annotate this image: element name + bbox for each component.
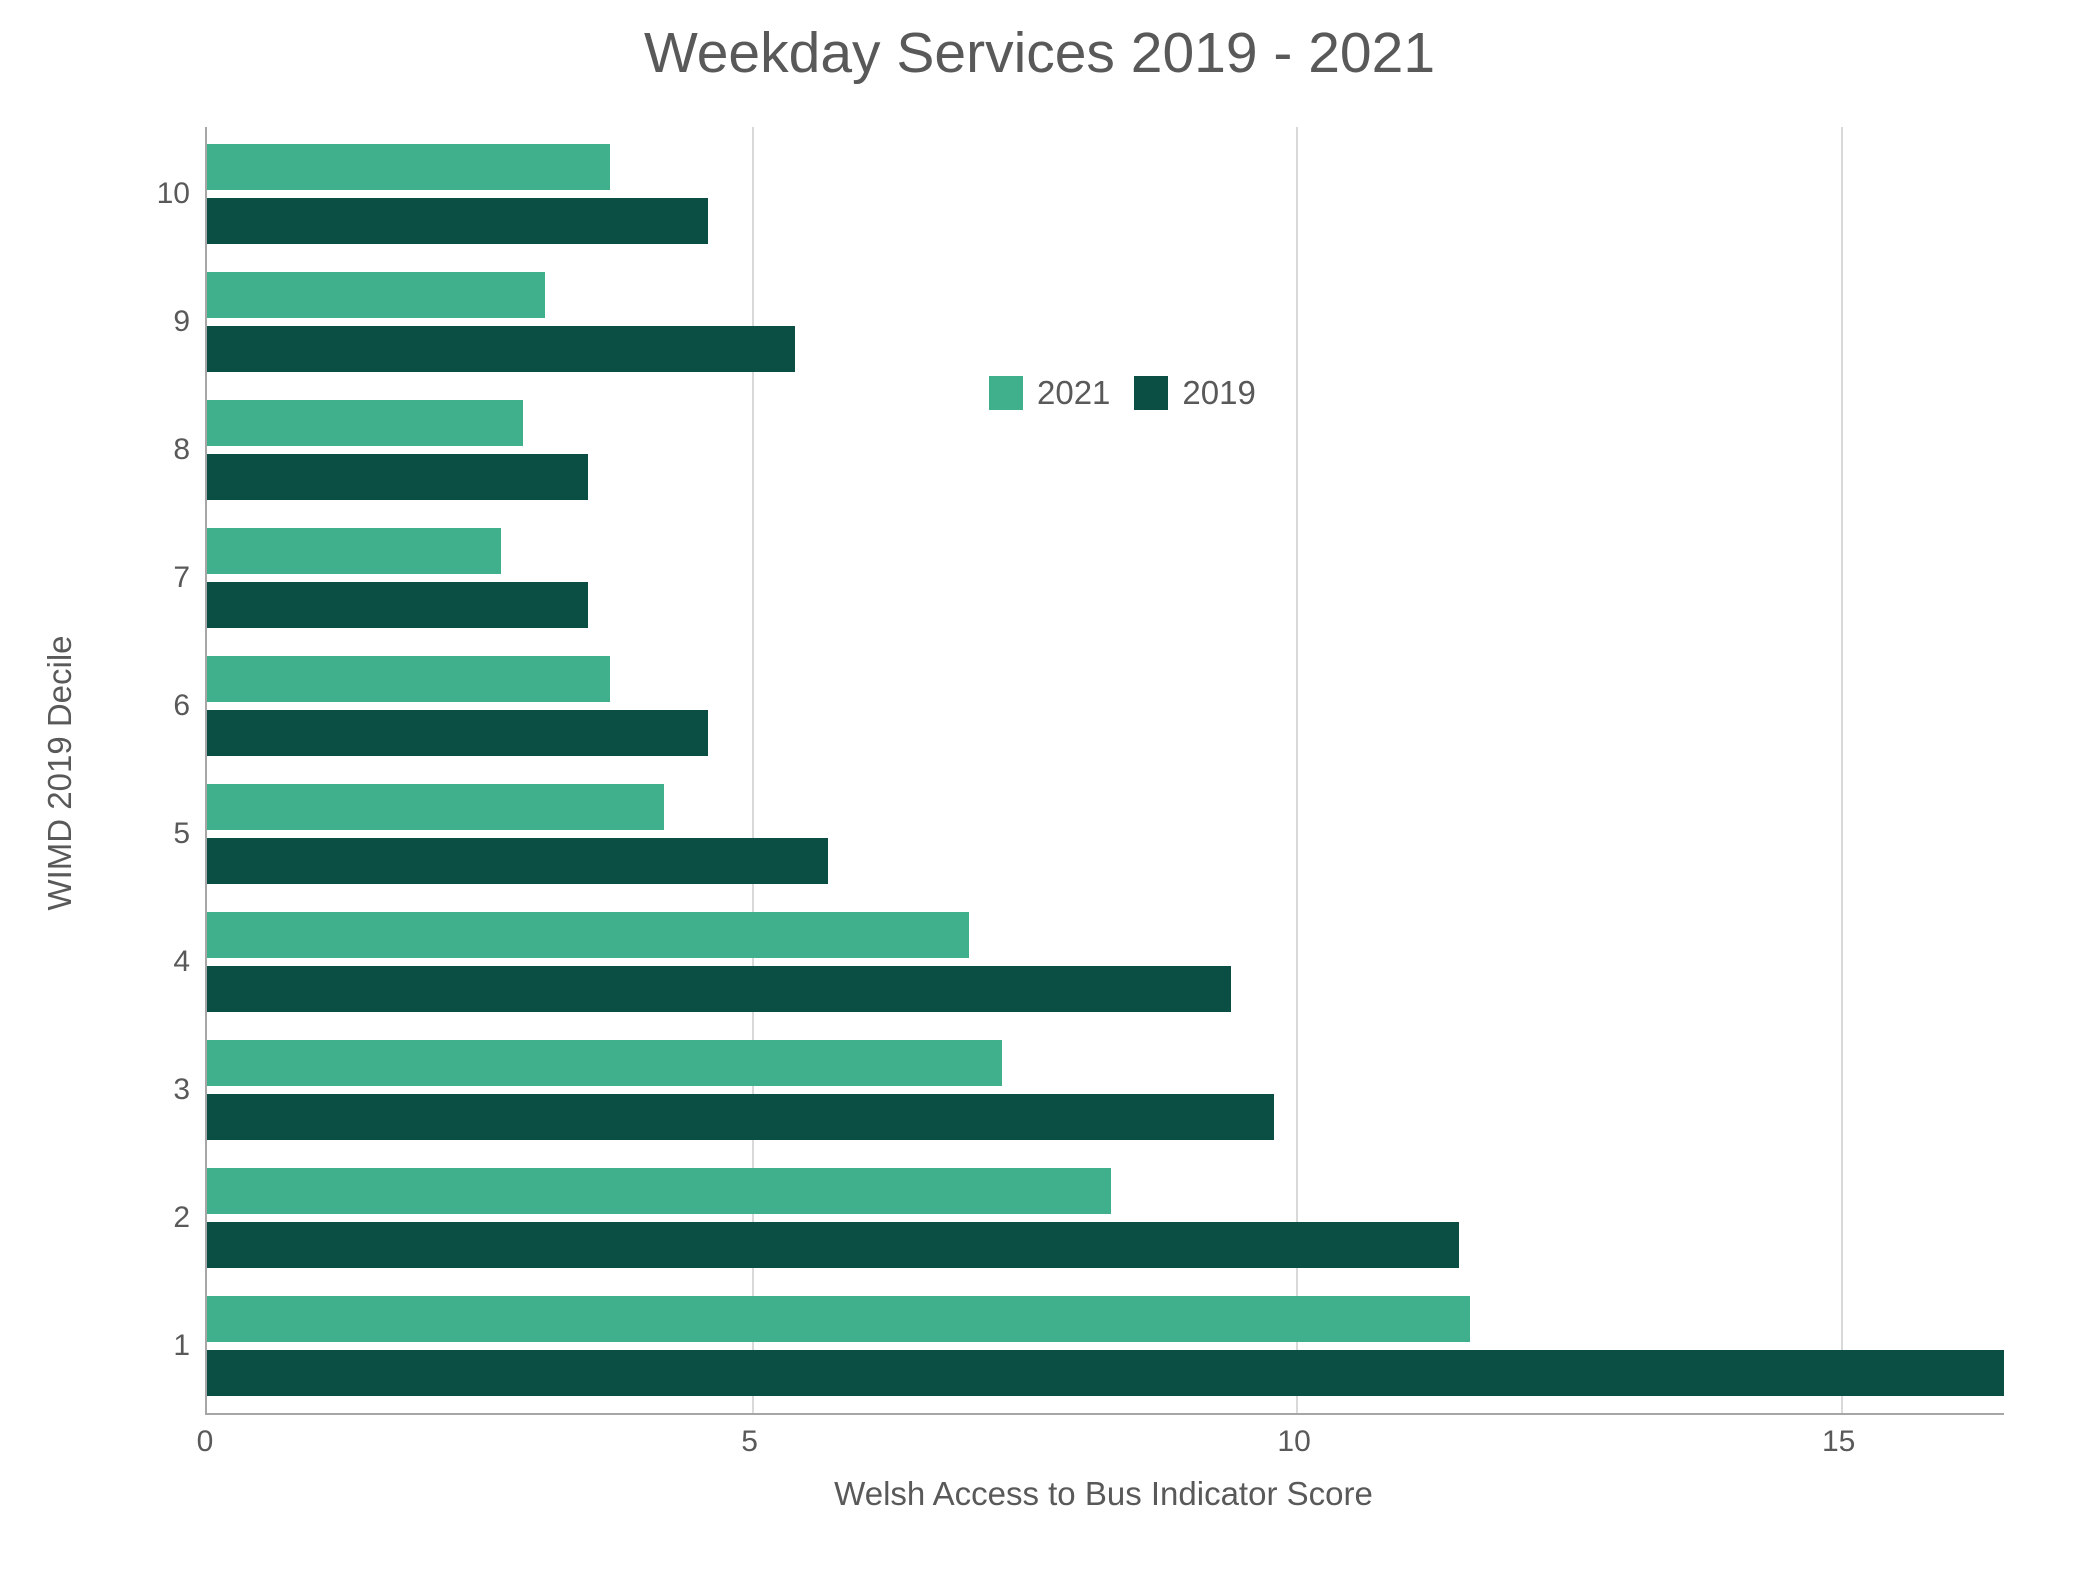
bar-2021-6 bbox=[207, 656, 610, 702]
grid-line bbox=[1841, 127, 1843, 1413]
y-tick-label: 8 bbox=[135, 433, 190, 467]
y-tick-label: 4 bbox=[135, 945, 190, 979]
x-tick-label: 10 bbox=[1277, 1425, 1310, 1459]
bar-2019-1 bbox=[207, 1350, 2004, 1396]
x-tick-label: 15 bbox=[1822, 1425, 1855, 1459]
y-tick-label: 10 bbox=[135, 177, 190, 211]
x-tick-label: 0 bbox=[197, 1425, 214, 1459]
y-tick-label: 3 bbox=[135, 1073, 190, 1107]
chart-title: Weekday Services 2019 - 2021 bbox=[0, 20, 2079, 86]
plot-area bbox=[205, 127, 2004, 1415]
legend-item-2021: 2021 bbox=[989, 374, 1110, 412]
y-tick-label: 1 bbox=[135, 1329, 190, 1363]
legend: 2021 2019 bbox=[989, 374, 1256, 412]
bar-2019-8 bbox=[207, 454, 588, 500]
bar-2019-10 bbox=[207, 198, 708, 244]
legend-item-2019: 2019 bbox=[1134, 374, 1255, 412]
x-axis-label: Welsh Access to Bus Indicator Score bbox=[205, 1475, 2002, 1513]
legend-label: 2021 bbox=[1037, 374, 1110, 412]
bar-2021-7 bbox=[207, 528, 501, 574]
y-tick-label: 7 bbox=[135, 561, 190, 595]
grid-line bbox=[1296, 127, 1298, 1413]
bar-2021-4 bbox=[207, 912, 969, 958]
y-axis-label: WIMD 2019 Decile bbox=[41, 130, 79, 1416]
y-tick-label: 6 bbox=[135, 689, 190, 723]
y-tick-label: 2 bbox=[135, 1201, 190, 1235]
legend-swatch bbox=[1134, 376, 1168, 410]
bar-2021-1 bbox=[207, 1296, 1470, 1342]
bar-2021-3 bbox=[207, 1040, 1002, 1086]
bar-2019-7 bbox=[207, 582, 588, 628]
chart-container: Weekday Services 2019 - 2021 Welsh Acces… bbox=[0, 0, 2079, 1585]
y-tick-label: 5 bbox=[135, 817, 190, 851]
bar-2021-9 bbox=[207, 272, 545, 318]
y-tick-label: 9 bbox=[135, 305, 190, 339]
bar-2021-10 bbox=[207, 144, 610, 190]
legend-label: 2019 bbox=[1182, 374, 1255, 412]
legend-swatch bbox=[989, 376, 1023, 410]
bar-2021-2 bbox=[207, 1168, 1111, 1214]
bar-2021-5 bbox=[207, 784, 664, 830]
x-tick-label: 5 bbox=[741, 1425, 758, 1459]
bar-2021-8 bbox=[207, 400, 523, 446]
bar-2019-5 bbox=[207, 838, 828, 884]
bar-2019-6 bbox=[207, 710, 708, 756]
bar-2019-2 bbox=[207, 1222, 1459, 1268]
bar-2019-3 bbox=[207, 1094, 1274, 1140]
bar-2019-4 bbox=[207, 966, 1231, 1012]
bar-2019-9 bbox=[207, 326, 795, 372]
grid-line bbox=[752, 127, 754, 1413]
